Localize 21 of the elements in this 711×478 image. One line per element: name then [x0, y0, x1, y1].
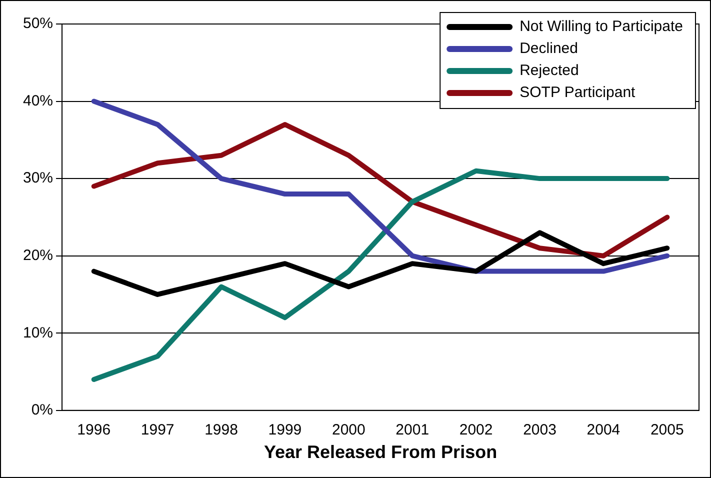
y-tick-label: 40%: [22, 92, 54, 110]
y-tick-label: 30%: [22, 170, 54, 187]
y-tick-label: 10%: [22, 324, 54, 342]
y-tick-label: 20%: [22, 246, 54, 264]
x-tick-label: 2005: [650, 422, 684, 439]
x-tick-label: 2002: [459, 422, 493, 439]
x-tick-label: 1997: [140, 422, 174, 439]
legend-label: Not Willing to Participate: [520, 18, 684, 36]
x-axis-title: Year Released From Prison: [264, 442, 498, 462]
x-tick-label: 2004: [586, 422, 620, 439]
legend-label: Declined: [520, 40, 578, 58]
y-tick-label: 0%: [31, 402, 54, 419]
x-tick-label: 1998: [204, 422, 238, 439]
x-tick-label: 1996: [77, 422, 111, 439]
x-tick-label: 2003: [523, 422, 556, 439]
x-tick-label: 2000: [332, 422, 366, 439]
y-tick-label: 50%: [22, 15, 54, 32]
legend-label: SOTP Participant: [520, 84, 636, 102]
x-tick-label: 1999: [268, 422, 302, 439]
legend-label: Rejected: [520, 62, 579, 80]
x-tick-label: 2001: [396, 422, 430, 439]
